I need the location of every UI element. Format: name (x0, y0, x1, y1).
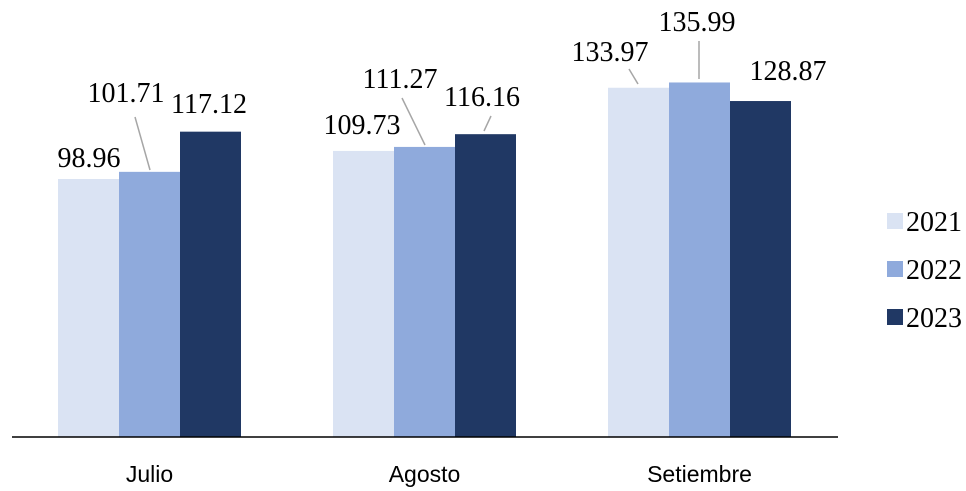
legend-swatch-2023 (887, 309, 903, 325)
legend-item-2021: 2021 (887, 207, 962, 238)
legend-swatch-2021 (887, 213, 903, 229)
leader-line-setiembre-2021 (628, 68, 639, 85)
bar-julio-2023 (180, 131, 241, 438)
leader-line-agosto-2023 (483, 115, 492, 132)
data-label-agosto-2023: 116.16 (444, 82, 520, 113)
leader-lines-layer (134, 41, 700, 171)
data-label-julio-2021: 98.96 (58, 143, 121, 174)
category-label-agosto: Agosto (389, 461, 461, 487)
data-label-setiembre-2021: 133.97 (572, 37, 649, 68)
legend-item-2023: 2023 (887, 303, 962, 334)
data-label-agosto-2022: 111.27 (363, 64, 438, 95)
bars-layer (58, 82, 791, 438)
legend-label-2023: 2023 (906, 303, 962, 334)
data-label-agosto-2021: 109.73 (324, 110, 401, 141)
data-label-julio-2023: 117.12 (171, 89, 247, 120)
bar-agosto-2022 (394, 146, 455, 437)
category-label-setiembre: Setiembre (647, 461, 752, 487)
bar-agosto-2021 (333, 150, 394, 437)
category-labels-layer: Julio Agosto Setiembre (126, 461, 752, 487)
bar-setiembre-2022 (669, 82, 730, 438)
legend-swatch-2022 (887, 261, 903, 277)
data-label-setiembre-2022: 135.99 (659, 7, 736, 38)
legend-label-2022: 2022 (906, 255, 962, 286)
leader-line-julio-2022 (134, 116, 151, 171)
bar-setiembre-2023 (730, 101, 791, 437)
bar-agosto-2023 (455, 134, 516, 437)
bar-julio-2022 (119, 171, 180, 437)
leader-line-agosto-2022 (401, 97, 426, 146)
legend-label-2021: 2021 (906, 207, 962, 238)
data-label-julio-2022: 101.71 (88, 78, 165, 109)
data-label-setiembre-2023: 128.87 (750, 56, 827, 87)
legend-item-2022: 2022 (887, 255, 962, 286)
bar-julio-2021 (58, 179, 119, 437)
bar-setiembre-2021 (608, 87, 669, 438)
category-label-julio: Julio (126, 461, 173, 487)
legend: 2021 2022 2023 (887, 207, 962, 334)
